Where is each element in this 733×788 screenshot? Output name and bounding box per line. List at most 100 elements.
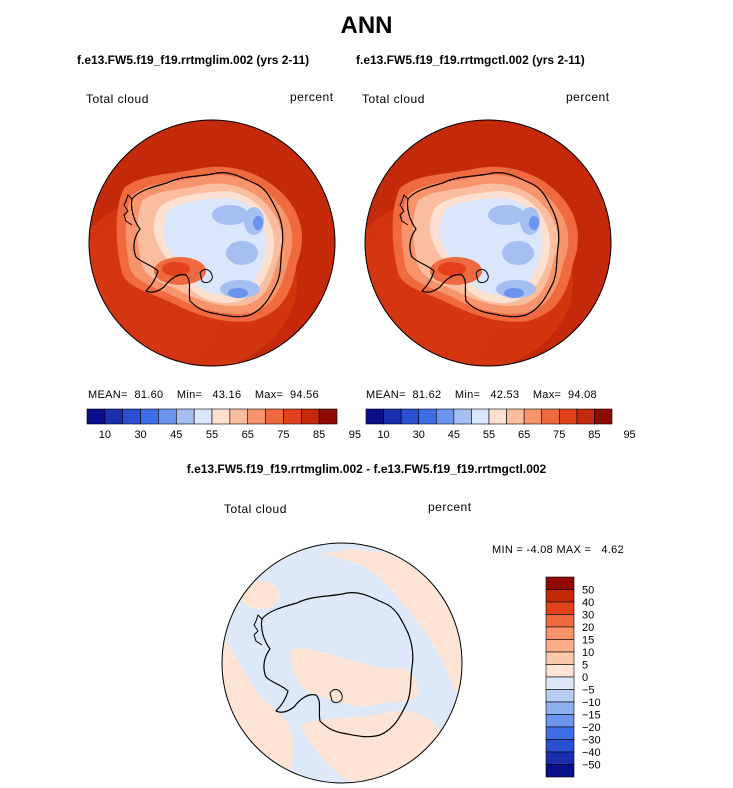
difference-colorbar-swatch xyxy=(545,651,575,665)
right-colorbar-swatch xyxy=(365,408,384,425)
right-colorbar-tick-label: 10 xyxy=(377,429,389,441)
left-colorbar-tick-label: 55 xyxy=(206,429,218,441)
difference-colorbar-swatch xyxy=(545,726,575,740)
right-colorbar-tick-label: 45 xyxy=(448,429,460,441)
left-colorbar-swatch xyxy=(211,408,231,425)
difference-colorbar-tick-label: −40 xyxy=(582,747,601,759)
right-stats: MEAN= 81.62 Min= 42.53 Max= 94.08 xyxy=(366,389,597,401)
right-colorbar-tick-label: 30 xyxy=(413,429,425,441)
right-colorbar-swatch xyxy=(541,408,560,425)
left-colorbar-swatch xyxy=(265,408,284,425)
left-variable-label: Total cloud xyxy=(86,92,149,106)
left-colorbar-swatch xyxy=(193,408,213,425)
left-map xyxy=(88,119,336,367)
difference-colorbar-swatch xyxy=(545,639,575,653)
right-colorbar-swatch xyxy=(400,408,420,425)
left-min-value: 43.16 xyxy=(212,389,242,401)
difference-colorbar-swatch xyxy=(545,764,575,778)
right-colorbar-swatch xyxy=(506,408,525,425)
right-min-value: 42.53 xyxy=(490,389,520,401)
right-colorbar-swatch xyxy=(418,408,437,425)
left-colorbar-swatch xyxy=(140,408,159,425)
right-colorbar-tick-label: 85 xyxy=(588,429,600,441)
left-stats: MEAN= 81.60 Min= 43.16 Max= 94.56 xyxy=(88,389,319,401)
difference-colorbar-tick-label: 10 xyxy=(582,647,594,659)
difference-colorbar-tick-label: −50 xyxy=(582,760,601,772)
left-colorbar-tick-label: 45 xyxy=(170,429,182,441)
right-colorbar-swatch xyxy=(453,408,472,425)
difference-colorbar-swatch xyxy=(545,689,575,703)
left-colorbar-swatch xyxy=(247,408,266,425)
difference-colorbar-swatch xyxy=(545,626,575,640)
right-colorbar-swatch xyxy=(576,408,595,425)
right-colorbar-tick-label: 65 xyxy=(518,429,530,441)
difference-colorbar-tick-label: 40 xyxy=(582,597,594,609)
difference-colorbar-tick-label: −5 xyxy=(582,685,595,697)
diff-case-title: f.e13.FW5.f19_f19.rrtmglim.002 - f.e13.F… xyxy=(186,462,547,476)
left-colorbar-swatch xyxy=(86,408,106,425)
left-mean-value: 81.60 xyxy=(134,389,164,401)
difference-colorbar-swatch xyxy=(545,739,575,753)
diff-stats: MIN = -4.08 MAX = 4.62 xyxy=(492,544,624,556)
right-mean-value: 81.62 xyxy=(412,389,442,401)
difference-colorbar-tick-label: −20 xyxy=(582,722,601,734)
difference-colorbar-tick-label: −15 xyxy=(582,710,601,722)
difference-colorbar-tick-label: 5 xyxy=(582,660,588,672)
right-max-value: 94.08 xyxy=(567,389,597,401)
left-colorbar-tick-label: 30 xyxy=(134,429,146,441)
right-map xyxy=(364,119,612,367)
right-colorbar: 10 30 45 55 65 75 85 95 xyxy=(365,408,636,441)
left-colorbar-tick-label: 95 xyxy=(349,429,361,441)
left-colorbar-swatch xyxy=(158,408,177,425)
left-min-label: Min= xyxy=(176,389,203,401)
left-case-title: f.e13.FW5.f19_f19.rrtmglim.002 (yrs 2-11… xyxy=(77,53,310,67)
right-colorbar-swatch xyxy=(488,408,507,425)
right-colorbar-swatch xyxy=(435,408,455,425)
left-colorbar-tick-label: 85 xyxy=(313,429,325,441)
right-colorbar-tick-label: 55 xyxy=(483,429,495,441)
left-max-value: 94.56 xyxy=(289,389,319,401)
right-case-title: f.e13.FW5.f19_f19.rrtmgctl.002 (yrs 2-11… xyxy=(356,53,585,67)
difference-colorbar-swatch xyxy=(545,664,575,678)
right-variable-label: Total cloud xyxy=(362,92,425,106)
right-mean-label: MEAN= xyxy=(366,389,406,401)
difference-colorbar-swatch xyxy=(545,751,575,765)
diff-min-value: -4.08 xyxy=(526,544,554,556)
difference-colorbar-tick-label: 50 xyxy=(582,585,594,597)
difference-colorbar-swatch xyxy=(545,676,575,690)
diff-max-label: MAX = xyxy=(556,544,592,556)
difference-map xyxy=(221,542,463,784)
difference-colorbar-tick-label: 0 xyxy=(582,672,588,684)
left-colorbar-swatch xyxy=(122,408,141,425)
difference-colorbar-tick-label: 30 xyxy=(582,610,594,622)
right-colorbar-swatch xyxy=(383,408,402,425)
difference-colorbar-swatch xyxy=(545,701,575,715)
difference-colorbar-swatch xyxy=(545,576,575,590)
left-max-label: Max= xyxy=(254,389,284,401)
right-colorbar-tick-label: 95 xyxy=(623,429,635,441)
left-colorbar-tick-label: 75 xyxy=(277,429,289,441)
right-colorbar-swatch xyxy=(558,408,578,425)
right-colorbar-tick-label: 75 xyxy=(553,429,565,441)
left-units-label: percent xyxy=(290,90,334,104)
left-colorbar: 10 30 45 55 65 75 85 95 xyxy=(86,408,361,441)
left-colorbar-swatch xyxy=(175,408,195,425)
left-colorbar-tick-label: 10 xyxy=(99,429,111,441)
right-colorbar-swatch xyxy=(594,408,613,425)
right-colorbar-swatch xyxy=(471,408,490,425)
difference-colorbar-tick-label: 20 xyxy=(582,622,594,634)
right-colorbar-swatch xyxy=(523,408,543,425)
left-colorbar-swatch xyxy=(104,408,124,425)
diff-min-label: MIN = xyxy=(492,544,524,556)
left-colorbar-tick-label: 65 xyxy=(242,429,254,441)
left-colorbar-swatch xyxy=(229,408,249,425)
right-min-label: Min= xyxy=(454,389,481,401)
difference-colorbar-swatch xyxy=(545,714,575,728)
diff-max-value: 4.62 xyxy=(601,544,624,556)
right-max-label: Max= xyxy=(532,389,562,401)
difference-colorbar-swatch xyxy=(545,601,575,615)
left-colorbar-swatch xyxy=(283,408,302,425)
left-colorbar-swatch xyxy=(318,408,338,425)
difference-colorbar-swatch xyxy=(545,614,575,628)
